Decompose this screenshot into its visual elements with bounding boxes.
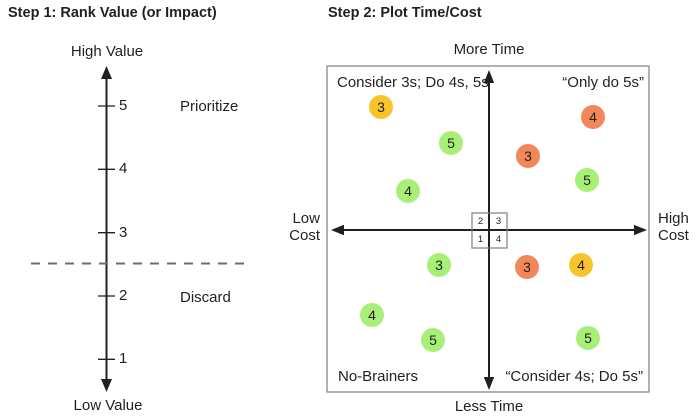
step1-title: Step 1: Rank Value (or Impact) (8, 5, 217, 21)
step1-arrow-down-icon (101, 379, 112, 392)
high-cost-line2: Cost (658, 227, 689, 244)
step1-arrow-up-icon (101, 66, 112, 79)
tick-label-1: 1 (119, 350, 128, 367)
quadrant-label-bottom-left: No-Brainers (338, 368, 419, 385)
quadrant-label-top-left: Consider 3s; Do 4s, 5s (337, 74, 489, 91)
step2-title: Step 2: Plot Time/Cost (328, 5, 482, 21)
tick-label-3: 3 (119, 224, 128, 241)
discard-label: Discard (180, 289, 231, 306)
less-time-label: Less Time (454, 398, 524, 415)
cost-arrow-right-icon (634, 224, 647, 236)
low-cost-line2: Cost (289, 227, 320, 244)
low-cost-line1: Low (292, 210, 320, 227)
more-time-label: More Time (453, 41, 525, 58)
low-cost-label: Low Cost (270, 210, 320, 244)
prioritize-label: Prioritize (180, 98, 239, 115)
key-number-bottom-right: 4 (495, 234, 502, 245)
quadrant-key-box (471, 212, 508, 249)
high-cost-label: High Cost (658, 210, 700, 244)
quadrant-label-top-right: “Only do 5s” (562, 74, 644, 91)
tick-label-2: 2 (119, 287, 128, 304)
key-number-top-left: 2 (477, 216, 484, 227)
tick-label-4: 4 (119, 160, 128, 177)
high-cost-line1: High (658, 210, 689, 227)
plot-box-border (326, 65, 650, 393)
key-number-top-right: 3 (495, 216, 502, 227)
key-number-bottom-left: 1 (477, 234, 484, 245)
time-arrow-down-icon (483, 377, 495, 390)
cost-arrow-left-icon (331, 224, 344, 236)
time-arrow-up-icon (483, 70, 495, 83)
step1-low-value-label: Low Value (73, 397, 143, 414)
quadrant-label-bottom-right: “Consider 4s; Do 5s” (505, 368, 643, 385)
step1-high-value-label: High Value (70, 43, 144, 60)
tick-label-5: 5 (119, 97, 128, 114)
